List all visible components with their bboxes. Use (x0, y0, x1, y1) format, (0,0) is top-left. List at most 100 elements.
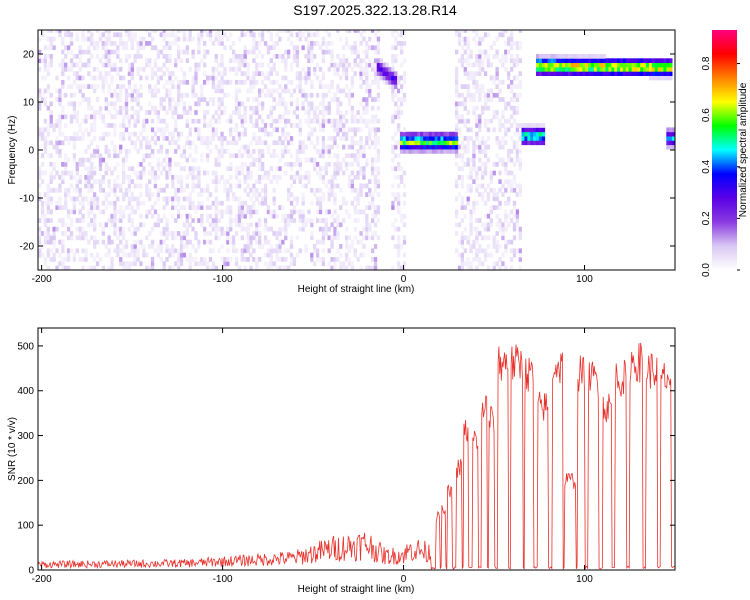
heatmap-cell (365, 41, 369, 46)
heatmap-cell (336, 123, 340, 128)
heatmap-cell (211, 222, 216, 228)
heatmap-cell (130, 231, 134, 236)
heatmap-cell (171, 84, 175, 89)
heatmap-cell (431, 131, 436, 137)
heatmap-cell (498, 97, 502, 102)
heatmap-cell (394, 192, 398, 197)
heatmap-cell (185, 36, 189, 42)
heatmap-cell (391, 75, 395, 81)
heatmap-cell (64, 30, 68, 33)
heatmap-cell (585, 54, 589, 59)
heatmap-cell (498, 58, 502, 64)
heatmap-cell (148, 88, 152, 94)
heatmap-cell (365, 205, 369, 210)
heatmap-cell (142, 136, 146, 141)
heatmap-cell (243, 71, 247, 76)
heatmap-cell (176, 54, 181, 59)
heatmap-cell (333, 66, 337, 72)
heatmap-cell (66, 209, 71, 215)
heatmap-cell (116, 183, 120, 189)
heatmap-cell (454, 88, 459, 94)
heatmap-cell (38, 36, 42, 42)
heatmap-cell (591, 71, 595, 76)
heatmap-cell (475, 41, 479, 46)
x-tick-label: -200 (32, 574, 52, 585)
spectrogram-cells (38, 30, 676, 271)
heatmap-cell (197, 127, 201, 133)
heatmap-cell (324, 218, 328, 223)
heatmap-cell (475, 200, 479, 206)
heatmap-cell (440, 149, 444, 154)
heatmap-cell (478, 248, 482, 254)
heatmap-cell (191, 205, 195, 210)
heatmap-cell (124, 110, 129, 115)
heatmap-cell (211, 75, 216, 81)
heatmap-cell (397, 153, 401, 159)
heatmap-cell (200, 205, 204, 210)
heatmap-cell (454, 196, 459, 202)
heatmap-cell (483, 101, 488, 107)
heatmap-cell (119, 231, 123, 236)
heatmap-cell (315, 239, 320, 245)
heatmap-cell (133, 140, 137, 146)
heatmap-cell (402, 261, 407, 267)
heatmap-cell (391, 62, 395, 68)
heatmap-cell (336, 97, 340, 102)
heatmap-cell (330, 49, 334, 55)
heatmap-cell (284, 84, 288, 89)
heatmap-cell (84, 248, 88, 254)
heatmap-cell (43, 257, 48, 262)
heatmap-cell (509, 179, 514, 184)
heatmap-cell (87, 71, 91, 76)
heatmap-cell (185, 118, 189, 124)
heatmap-cell (148, 192, 152, 197)
heatmap-cell (93, 166, 97, 172)
heatmap-cell (217, 136, 221, 141)
heatmap-cell (469, 157, 473, 163)
heatmap-cell (315, 200, 320, 206)
heatmap-cell (315, 136, 320, 141)
heatmap-cell (188, 170, 192, 176)
heatmap-cell (336, 71, 340, 76)
heatmap-cell (391, 92, 395, 98)
heatmap-cell (243, 200, 247, 206)
heatmap-cell (394, 79, 398, 85)
heatmap-cell (98, 257, 103, 262)
heatmap-cell (95, 196, 100, 202)
heatmap-cell (353, 153, 357, 159)
heatmap-cell (214, 174, 218, 180)
heatmap-cell (475, 71, 479, 76)
heatmap-cell (483, 248, 488, 254)
heatmap-cell (182, 36, 187, 42)
heatmap-cell (550, 71, 554, 76)
heatmap-cell (49, 174, 53, 180)
heatmap-cell (58, 174, 62, 180)
heatmap-cell (61, 84, 65, 89)
heatmap-cell (318, 66, 323, 72)
heatmap-cell (240, 166, 244, 172)
heatmap-cell (373, 157, 378, 163)
heatmap-cell (402, 265, 407, 271)
heatmap-cell (107, 149, 111, 154)
heatmap-cell (121, 123, 126, 128)
heatmap-cell (81, 218, 85, 223)
heatmap-cell (344, 226, 349, 232)
heatmap-cell (443, 144, 447, 150)
heatmap-cell (150, 153, 155, 159)
heatmap-cell (501, 110, 505, 115)
heatmap-cell (654, 71, 659, 76)
heatmap-cell (481, 248, 485, 254)
heatmap-cell (249, 239, 253, 245)
heatmap-cell (666, 75, 670, 81)
heatmap-cell (333, 92, 337, 98)
heatmap-cell (220, 84, 224, 89)
heatmap-cell (483, 140, 488, 146)
heatmap-cell (43, 239, 48, 245)
heatmap-cell (295, 105, 299, 111)
heatmap-cell (483, 162, 488, 167)
heatmap-cell (402, 192, 407, 197)
heatmap-cell (347, 144, 352, 150)
heatmap-cell (336, 101, 340, 107)
heatmap-cell (162, 127, 166, 133)
heatmap-cell (119, 88, 123, 94)
